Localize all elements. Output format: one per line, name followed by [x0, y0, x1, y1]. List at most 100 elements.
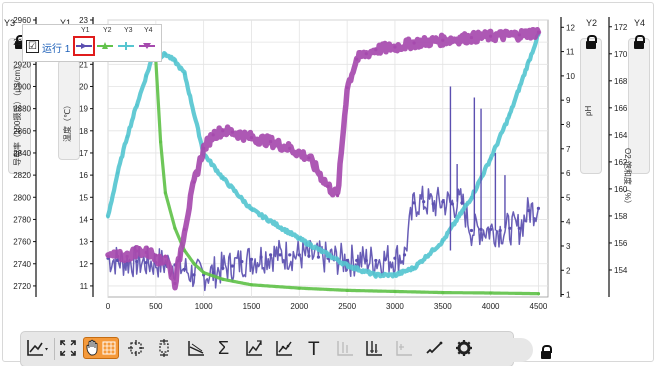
mark-data-button[interactable] [363, 337, 385, 359]
o2-axis-tab[interactable] [628, 38, 650, 174]
y-tick-label-y2: 12 [566, 23, 575, 32]
data-point-o2 [182, 227, 187, 232]
data-point-conductivity [450, 202, 454, 206]
sigma-icon: Σ [218, 338, 229, 358]
statistics-button[interactable]: Σ [214, 337, 236, 359]
y-tick-label-y4: 168 [614, 77, 628, 86]
y4-lock-icon[interactable] [634, 35, 645, 49]
curve-fit-button[interactable] [273, 337, 295, 359]
data-point-o2 [202, 146, 206, 150]
pan-button[interactable] [83, 337, 119, 359]
data-point-conductivity [345, 258, 349, 263]
y-tick-label-y2: 9 [566, 96, 571, 105]
legend-col-y3: Y3 [124, 27, 133, 34]
x-tick-label: 0 [106, 302, 111, 311]
data-point-conductivity [508, 226, 512, 230]
data-point-temperature [489, 291, 493, 295]
data-point-o2 [536, 30, 541, 34]
data-point-o2 [469, 35, 474, 40]
calibration-icon [396, 341, 412, 356]
y2-axis-name: Y2 [586, 18, 598, 28]
interpolate-button[interactable] [334, 337, 356, 359]
integral-icon [246, 340, 262, 356]
graph-options-button[interactable] [24, 337, 50, 359]
data-point-ph [182, 71, 187, 76]
data-point-ph [345, 263, 349, 268]
y-tick-label-y4: 166 [614, 104, 628, 113]
annotation-button[interactable]: T [304, 337, 326, 359]
legend-marker-conductivity[interactable] [75, 42, 93, 50]
data-point-conductivity [192, 273, 196, 277]
y3-axis-name: Y3 [4, 18, 16, 28]
data-point-o2 [192, 180, 196, 184]
x-tick-label: 3500 [434, 302, 452, 311]
data-point-ph [144, 74, 148, 78]
examine-button[interactable] [153, 337, 175, 359]
curve-fit-icon [276, 341, 292, 356]
y-tick-label-y3: 2820 [13, 171, 31, 180]
y-tick-label-y4: 156 [614, 239, 628, 248]
data-point-temperature [393, 289, 397, 294]
settings-button[interactable] [453, 337, 475, 359]
legend-marker-ph[interactable] [117, 42, 135, 50]
series-line-ph [105, 32, 541, 279]
series-line-o2 [105, 26, 542, 291]
data-point-ph [163, 52, 167, 56]
y-tick-label-y1: 11 [80, 282, 89, 291]
y-tick-label-y1: 18 [79, 127, 88, 136]
data-point-ph [125, 135, 129, 139]
legend-marker-temperature[interactable] [96, 42, 114, 50]
data-point-conductivity [364, 258, 368, 263]
y-tick-label-y3: 2780 [13, 215, 31, 224]
add-calibration-button[interactable] [393, 337, 415, 359]
x-tick-label: 2500 [338, 302, 356, 311]
data-point-ph [221, 176, 225, 180]
y-tick-label-y2: 4 [566, 218, 571, 227]
data-point-conductivity [269, 253, 273, 257]
tangent-tool-button[interactable] [185, 337, 207, 359]
y-tick-label-y3: 2920 [13, 60, 31, 69]
autoscale-button[interactable] [57, 337, 79, 359]
data-point-temperature [192, 262, 196, 266]
y2-lock-icon[interactable] [586, 35, 597, 49]
ph-axis-tab[interactable] [580, 38, 602, 174]
y-tick-label-y3: 2840 [13, 149, 31, 158]
data-point-o2 [307, 156, 311, 160]
data-point-ph [393, 273, 397, 277]
toolbar-lock-icon[interactable] [541, 345, 552, 359]
data-point-ph [135, 103, 139, 107]
data-point-conductivity [374, 258, 378, 263]
data-point-conductivity [211, 271, 215, 275]
legend-marker-o2[interactable] [138, 42, 156, 50]
selected-series-outline [73, 36, 95, 56]
data-point-conductivity [221, 266, 225, 270]
data-point-temperature [297, 286, 301, 290]
y-tick-label-y2: 11 [566, 48, 575, 57]
interpolate-icon [337, 341, 353, 356]
run-visible-checkbox[interactable]: ☑ [26, 40, 39, 53]
text-icon: T [308, 339, 320, 358]
data-point-conductivity [278, 253, 282, 257]
y4-axis-name: Y4 [634, 18, 646, 28]
integral-button[interactable] [243, 337, 265, 359]
y-tick-label-y3: 2720 [13, 282, 31, 291]
data-point-conductivity [412, 201, 416, 205]
draw-prediction-button[interactable] [423, 337, 445, 359]
legend-col-y1: Y1 [81, 27, 90, 34]
toolbar-end-cap [511, 338, 533, 362]
select-region-button[interactable] [125, 337, 147, 359]
legend-col-y2: Y2 [103, 27, 112, 34]
data-point-o2 [249, 135, 254, 140]
y-tick-label-y4: 164 [614, 131, 628, 140]
x-tick-label: 3000 [386, 302, 404, 311]
y-tick-label-y1: 19 [79, 105, 88, 114]
crosshair-icon [128, 340, 144, 356]
y-tick-label-y1: 14 [79, 215, 88, 224]
data-point-o2 [269, 140, 273, 144]
data-point-conductivity [469, 228, 474, 233]
y-tick-label-y1: 15 [79, 193, 88, 202]
svg-text:T: T [308, 339, 320, 358]
toolbar-separator [54, 338, 55, 360]
data-point-conductivity [402, 253, 407, 257]
